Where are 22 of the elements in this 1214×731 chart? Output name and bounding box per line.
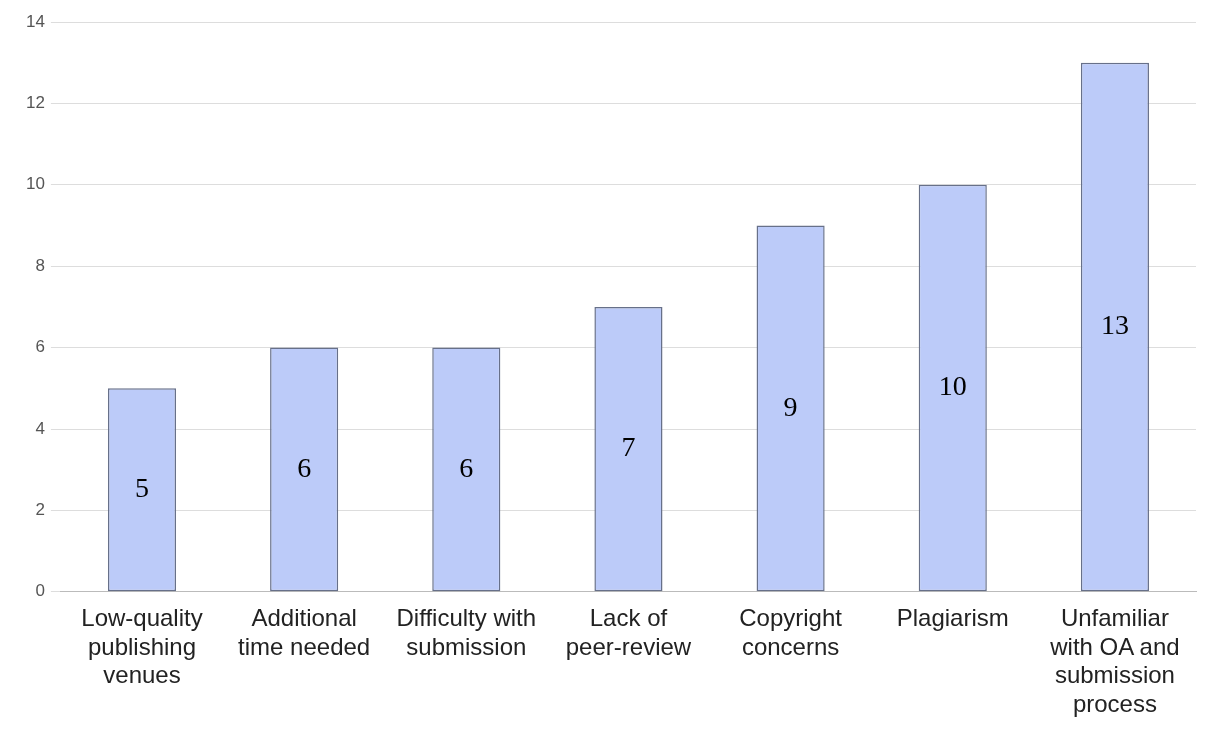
y-tick-label: 14 xyxy=(25,11,45,31)
x-tick-label: Copyright concerns xyxy=(739,603,843,660)
x-tick-label: Lack of peer-review xyxy=(565,603,692,660)
y-tick-label: 10 xyxy=(25,174,45,194)
y-tick-label: 6 xyxy=(35,337,45,357)
x-tick-label: Additional time needed xyxy=(238,603,371,660)
data-label: 13 xyxy=(1100,309,1129,341)
y-tick-label: 12 xyxy=(25,93,45,113)
x-tick-label: Plagiarism xyxy=(896,603,1009,631)
x-tick-label: Unfamiliar with OA and submission process xyxy=(1049,603,1180,718)
y-tick-label: 0 xyxy=(35,581,45,601)
data-label: 10 xyxy=(938,370,967,402)
data-label: 6 xyxy=(459,451,474,483)
x-tick-label: Difficulty with submission xyxy=(396,603,537,660)
y-tick-label: 8 xyxy=(35,255,45,275)
y-tick-label: 4 xyxy=(35,418,45,438)
data-label: 6 xyxy=(297,451,312,483)
data-label: 9 xyxy=(783,390,798,422)
data-label: 7 xyxy=(621,431,636,463)
data-label: 5 xyxy=(134,472,149,504)
y-tick-label: 2 xyxy=(35,500,45,520)
x-tick-label: Low-quality publishing venues xyxy=(81,603,203,689)
